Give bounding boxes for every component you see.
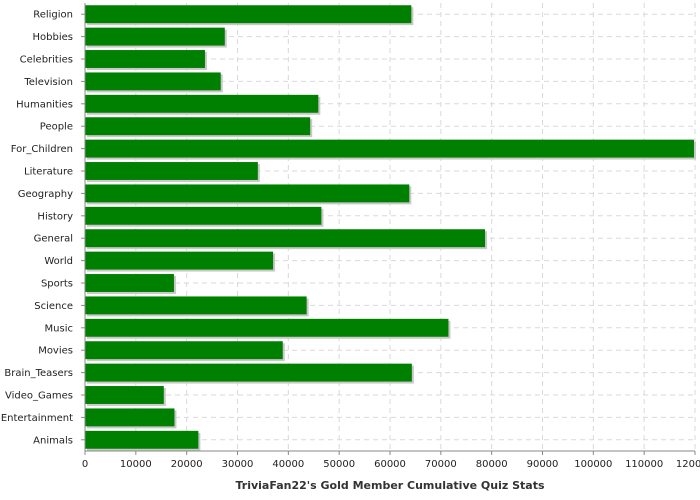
- category-label: Animals: [33, 435, 73, 446]
- bar-history: [85, 206, 322, 225]
- bar-animals: [85, 430, 199, 449]
- x-tick-label: 40000: [272, 459, 304, 470]
- category-label: Religion: [33, 10, 73, 21]
- category-label: Television: [23, 77, 73, 88]
- bar-general: [85, 229, 486, 248]
- category-label: History: [37, 211, 73, 222]
- category-label: Geography: [18, 189, 73, 200]
- bar-hobbies: [85, 27, 225, 46]
- bar-sports: [85, 274, 174, 292]
- x-tick-label: 120000: [676, 459, 700, 470]
- bar-geography: [85, 184, 410, 203]
- category-label: Celebrities: [20, 55, 73, 66]
- category-label: Movies: [38, 346, 73, 357]
- category-label: Science: [34, 301, 73, 312]
- bar-science: [85, 296, 307, 315]
- x-tick-label: 100000: [574, 459, 612, 470]
- bars-layer: [85, 5, 696, 451]
- category-label: Humanities: [16, 99, 73, 110]
- x-tick-label: 10000: [120, 459, 152, 470]
- x-tick-label: 50000: [323, 459, 355, 470]
- x-tick-label: 30000: [222, 459, 254, 470]
- category-label: Video_Games: [5, 391, 73, 402]
- category-label: Sports: [41, 279, 73, 290]
- x-tick-label: 60000: [374, 459, 406, 470]
- bar-music: [85, 318, 449, 337]
- axes-layer: [81, 3, 696, 455]
- bar-movies: [85, 341, 283, 360]
- category-label: For_Children: [11, 144, 73, 155]
- category-label: Entertainment: [1, 413, 73, 424]
- bar-people: [85, 117, 311, 136]
- x-tick-label: 70000: [425, 459, 457, 470]
- bar-entertainment: [85, 408, 175, 427]
- labels-layer: 0 10000 20000 30000 40000 50000 60000 70000 8000…: [1, 10, 700, 470]
- bar-celebrities: [85, 50, 205, 68]
- category-label: General: [34, 234, 73, 245]
- category-label: World: [44, 256, 73, 267]
- category-label: Brain_Teasers: [4, 368, 73, 379]
- category-label: Hobbies: [33, 32, 73, 43]
- x-tick-label: 110000: [625, 459, 663, 470]
- bar-for-children: [85, 139, 694, 158]
- bar-television: [85, 72, 221, 91]
- x-tick-label: 0: [82, 459, 88, 470]
- bar-brain-teasers: [85, 363, 412, 382]
- x-axis-title: TriviaFan22's Gold Member Cumulative Qui…: [235, 479, 544, 492]
- x-tick-label: 80000: [476, 459, 508, 470]
- x-tick-label: 90000: [527, 459, 559, 470]
- grid-layer: [85, 3, 696, 451]
- bar-world: [85, 251, 274, 270]
- category-label: Music: [45, 323, 73, 334]
- category-label: Literature: [24, 167, 73, 178]
- bar-humanities: [85, 94, 319, 113]
- bar-video-games: [85, 386, 164, 404]
- bar-literature: [85, 162, 258, 180]
- x-tick-label: 20000: [171, 459, 203, 470]
- bar-religion: [85, 5, 412, 24]
- category-label: People: [40, 122, 73, 133]
